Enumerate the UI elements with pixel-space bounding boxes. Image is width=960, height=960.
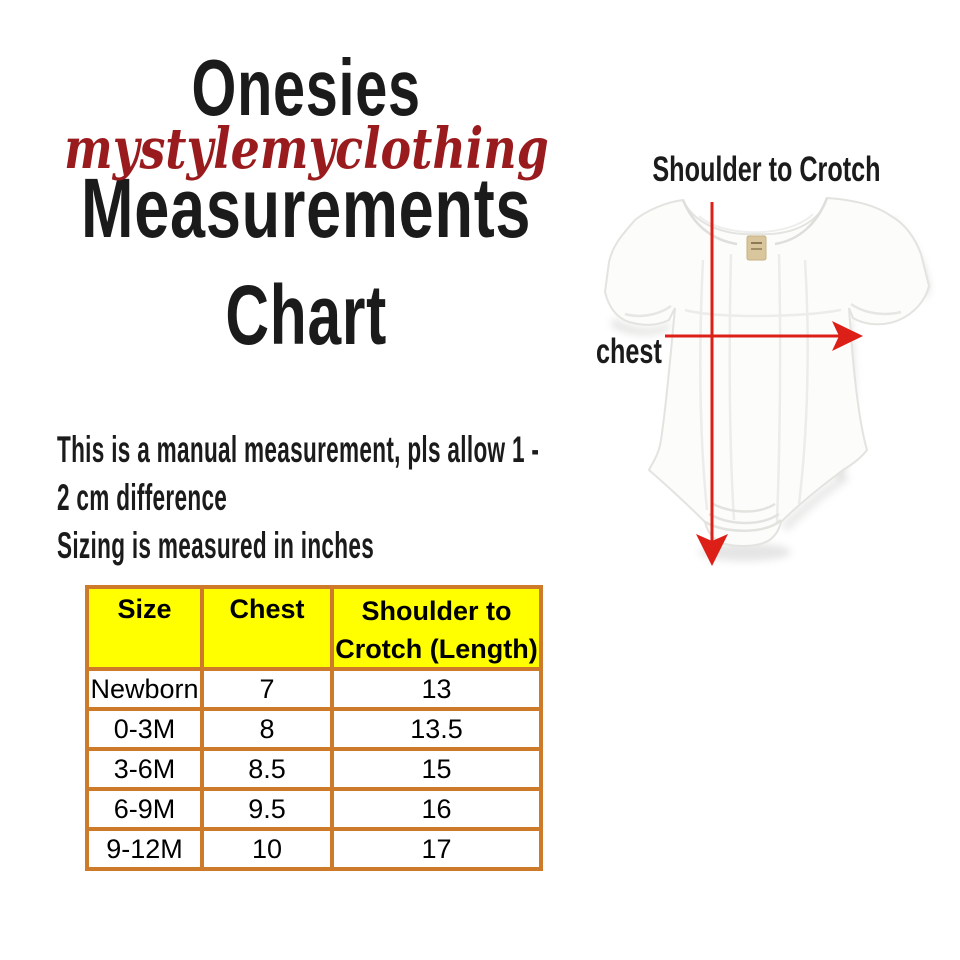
cell-chest: 9.5 xyxy=(200,787,334,831)
neck-tag xyxy=(746,235,767,261)
title-onesies-text: Onesies xyxy=(191,43,421,132)
cell-length: 13.5 xyxy=(330,707,543,751)
page-title-measurements: Measurements xyxy=(0,166,612,250)
cell-size: Newborn xyxy=(85,667,204,711)
measurements-table: Size Chest Shoulder to Crotch (Length) N… xyxy=(85,585,543,871)
onesie-outline xyxy=(603,196,931,548)
onesie-garment xyxy=(603,196,931,548)
title-chart-text: Chart xyxy=(225,268,387,362)
fabric-folds xyxy=(684,253,842,523)
note-line-1-text: This is a manual measurement, pls allow … xyxy=(57,429,540,470)
cell-length: 15 xyxy=(330,747,543,791)
title-measurements-text: Measurements xyxy=(80,161,532,255)
header-chest: Chest xyxy=(200,585,334,671)
cell-chest: 8.5 xyxy=(200,747,334,791)
measurement-notes: This is a manual measurement, pls allow … xyxy=(57,426,848,570)
measurement-arrows xyxy=(665,202,863,566)
note-line-2: 2 cm difference xyxy=(57,474,848,522)
header-shoulder-to-crotch: Shoulder to Crotch (Length) xyxy=(330,585,543,671)
cell-size: 3-6M xyxy=(85,747,204,791)
cell-size: 6-9M xyxy=(85,787,204,831)
brand-logo-text: mystylemyclothing xyxy=(0,121,612,177)
chest-label-text: chest xyxy=(596,332,662,371)
cell-chest: 8 xyxy=(200,707,334,751)
table-header-row: Size Chest Shoulder to Crotch (Length) xyxy=(85,585,543,671)
note-line-1: This is a manual measurement, pls allow … xyxy=(57,426,848,474)
shoulder-to-crotch-label-text: Shoulder to Crotch xyxy=(652,150,881,189)
cell-chest: 10 xyxy=(200,827,334,871)
cell-size: 9-12M xyxy=(85,827,204,871)
cell-size: 0-3M xyxy=(85,707,204,751)
cell-length: 17 xyxy=(330,827,543,871)
cell-length: 16 xyxy=(330,787,543,831)
table-row: 3-6M 8.5 15 xyxy=(85,747,543,791)
arrow-head-right xyxy=(832,321,863,351)
shoulder-to-crotch-label: Shoulder to Crotch xyxy=(608,152,892,187)
header-size: Size xyxy=(85,585,204,671)
chest-label: chest xyxy=(596,334,687,369)
table-row: 0-3M 8 13.5 xyxy=(85,707,543,751)
table-row: 9-12M 10 17 xyxy=(85,827,543,871)
cell-length: 13 xyxy=(330,667,543,711)
arrow-head-down xyxy=(696,534,728,566)
onesie-photo xyxy=(603,196,931,566)
note-line-2-text: 2 cm difference xyxy=(57,477,228,518)
note-line-3: Sizing is measured in inches xyxy=(57,522,848,570)
table-row: 6-9M 9.5 16 xyxy=(85,787,543,831)
table-row: Newborn 7 13 xyxy=(85,667,543,711)
note-line-3-text: Sizing is measured in inches xyxy=(57,525,375,566)
cell-chest: 7 xyxy=(200,667,334,711)
header-shoulder-to-crotch-line1: Shoulder to xyxy=(361,596,512,626)
header-shoulder-to-crotch-line2: Crotch (Length) xyxy=(335,634,538,664)
brand-name: mystylemyclothing xyxy=(63,116,549,182)
page-title-onesies: Onesies xyxy=(0,48,612,128)
page-title-chart: Chart xyxy=(0,273,612,357)
